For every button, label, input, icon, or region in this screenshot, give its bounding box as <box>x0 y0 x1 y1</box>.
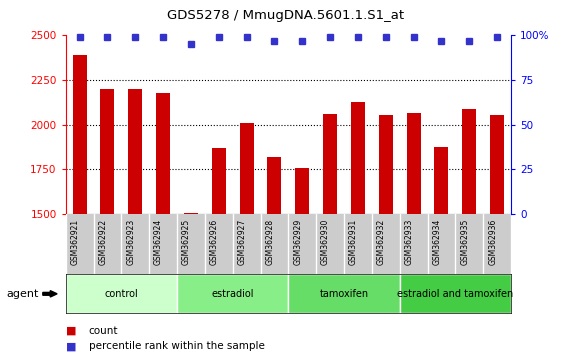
Text: estradiol and tamoxifen: estradiol and tamoxifen <box>397 289 513 299</box>
Bar <box>288 274 400 313</box>
Bar <box>73 55 87 214</box>
Bar <box>240 123 254 214</box>
Text: GSM362926: GSM362926 <box>210 219 219 265</box>
Text: GSM362935: GSM362935 <box>460 219 469 266</box>
Text: agent: agent <box>7 289 39 299</box>
Text: GSM362932: GSM362932 <box>377 219 386 265</box>
Bar <box>184 213 198 214</box>
Bar <box>379 115 393 214</box>
Text: GSM362923: GSM362923 <box>126 219 135 265</box>
Bar <box>100 89 114 214</box>
Bar <box>267 157 282 214</box>
Bar <box>490 115 504 214</box>
Text: GSM362924: GSM362924 <box>154 219 163 265</box>
Text: GSM362930: GSM362930 <box>321 219 330 266</box>
Text: GSM362931: GSM362931 <box>349 219 358 265</box>
Bar <box>351 102 365 214</box>
Text: ■: ■ <box>66 341 76 351</box>
Text: GSM362928: GSM362928 <box>266 219 275 265</box>
Bar <box>400 274 511 313</box>
Bar <box>66 274 177 313</box>
Text: GSM362922: GSM362922 <box>98 219 107 265</box>
Bar <box>295 168 309 214</box>
Bar <box>435 147 448 214</box>
Text: GSM362934: GSM362934 <box>432 219 441 266</box>
Bar <box>323 114 337 214</box>
Text: percentile rank within the sample: percentile rank within the sample <box>89 341 264 351</box>
Bar <box>463 109 476 214</box>
Bar <box>128 89 142 214</box>
Text: count: count <box>89 326 118 336</box>
Text: estradiol: estradiol <box>211 289 254 299</box>
Text: control: control <box>104 289 138 299</box>
Text: GSM362927: GSM362927 <box>238 219 247 265</box>
Text: GSM362921: GSM362921 <box>71 219 79 265</box>
Bar <box>156 93 170 214</box>
Bar <box>212 148 226 214</box>
Text: ■: ■ <box>66 326 76 336</box>
Text: GDS5278 / MmugDNA.5601.1.S1_at: GDS5278 / MmugDNA.5601.1.S1_at <box>167 9 404 22</box>
Text: GSM362925: GSM362925 <box>182 219 191 265</box>
Text: GSM362929: GSM362929 <box>293 219 302 265</box>
Bar <box>177 274 288 313</box>
Text: GSM362936: GSM362936 <box>488 219 497 266</box>
Text: tamoxifen: tamoxifen <box>319 289 369 299</box>
Bar <box>407 113 421 214</box>
Text: GSM362933: GSM362933 <box>405 219 413 266</box>
